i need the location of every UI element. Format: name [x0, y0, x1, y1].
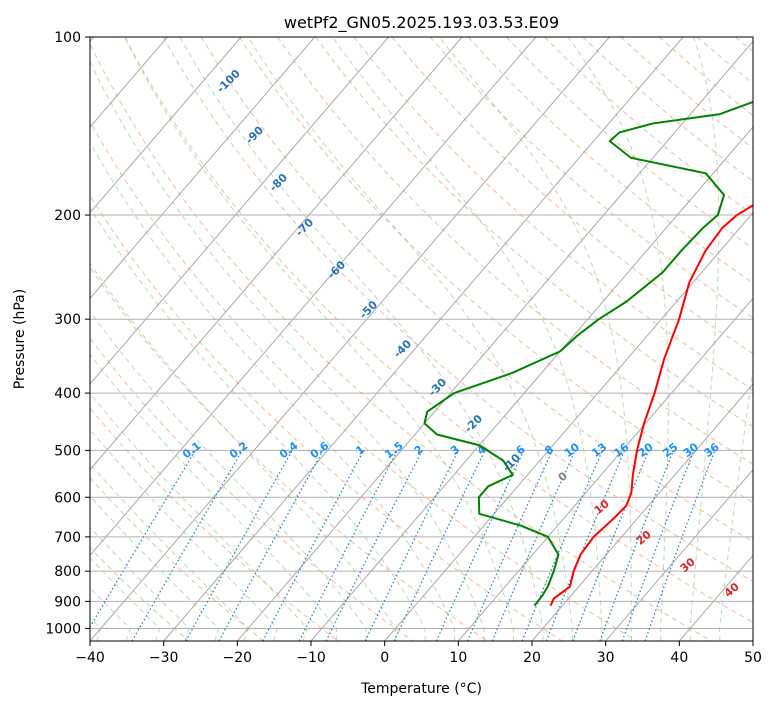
x-tick-label: 0 [380, 650, 389, 666]
sounding-traces [425, 37, 775, 606]
isotherm [311, 37, 775, 641]
y-tick-label: 1000 [45, 621, 81, 637]
moist-adiabat [0, 37, 366, 641]
dry-adiabat [659, 37, 775, 641]
y-tick-label: 100 [54, 30, 81, 46]
mixing-ratio-line [132, 450, 242, 641]
moist-adiabat [690, 37, 719, 641]
mixing-ratio-line [573, 450, 649, 641]
dry-adiabat [735, 37, 775, 641]
dry-adiabat [87, 37, 712, 641]
isotherm [0, 37, 462, 641]
dry-adiabat-label: -50 [357, 298, 380, 321]
isotherm [0, 37, 388, 641]
mixing-ratio-line [436, 450, 523, 641]
mixing-ratio-label: 25 [660, 440, 680, 460]
x-axis-label: Temperature (°C) [360, 681, 482, 697]
x-tick-label: −20 [223, 650, 253, 666]
isotherm [385, 37, 775, 641]
x-tick-label: −10 [296, 650, 326, 666]
dry-adiabat [0, 37, 264, 641]
dewpoint-line [425, 37, 775, 606]
moist-adiabat [0, 37, 248, 641]
plot-frame [90, 37, 753, 641]
moist-adiabat [0, 37, 307, 641]
background-lines [0, 37, 775, 641]
mixing-ratio-line [365, 450, 458, 641]
y-tick-label: 300 [54, 312, 81, 328]
y-tick-label: 200 [54, 208, 81, 224]
x-tick-label: 40 [670, 650, 688, 666]
mixing-ratio-line [546, 450, 624, 641]
isotherm [753, 37, 775, 641]
x-axis: −40 −30 −20 −10 0 10 20 30 40 50 [75, 641, 762, 666]
dry-adiabat [697, 37, 775, 641]
isotherm [532, 37, 775, 641]
y-axis: 100 200 300 400 500 600 700 800 900 1000 [45, 30, 90, 637]
dry-adiabat [239, 37, 775, 641]
x-tick-label: 30 [597, 650, 615, 666]
y-tick-label: 400 [54, 386, 81, 402]
dry-adiabat [0, 37, 488, 641]
mixing-ratio-label: 13 [589, 440, 609, 460]
isotherm [458, 37, 775, 641]
moist-adiabat [0, 37, 396, 641]
moist-adiabat [439, 37, 631, 641]
x-tick-label: 20 [523, 650, 541, 666]
dry-adiabat-label: -40 [391, 337, 414, 360]
isotherm [0, 37, 315, 641]
moist-adiabat-label: 0 [556, 469, 570, 484]
x-tick-label: 10 [449, 650, 467, 666]
y-tick-label: 900 [54, 594, 81, 610]
isotherm [164, 37, 683, 641]
isotherm [0, 37, 241, 641]
moist-adiabat [7, 37, 425, 641]
moist-adiabat-label: 10 [592, 497, 612, 517]
dry-adiabat [0, 37, 413, 641]
dry-adiabat [354, 37, 775, 641]
dry-adiabat [545, 37, 775, 641]
mixing-ratio-label: 10 [562, 440, 582, 460]
moist-adiabat-label: 20 [634, 528, 654, 548]
isotherm [237, 37, 756, 641]
y-axis-label: Pressure (hPa) [12, 289, 28, 389]
mixing-ratio-line [600, 450, 674, 641]
dry-adiabat-label: -30 [426, 376, 449, 399]
mixing-ratio-label: 1.5 [382, 439, 405, 461]
moist-adiabat-label: 30 [678, 555, 698, 575]
dry-adiabat [0, 37, 338, 641]
x-tick-label: −30 [149, 650, 179, 666]
mixing-ratio-label: 0.4 [277, 439, 301, 461]
isotherm [16, 37, 535, 641]
mixing-ratio-label: 30 [681, 440, 701, 460]
mixing-ratio-line [186, 450, 292, 641]
dry-adiabat-label: -100 [214, 67, 243, 96]
dry-adiabat [49, 37, 637, 641]
dry-adiabat-label: -90 [243, 123, 266, 146]
y-tick-label: 500 [54, 443, 81, 459]
dry-adiabat-label: -70 [293, 216, 316, 239]
y-tick-label: 700 [54, 530, 81, 546]
x-tick-label: 50 [744, 650, 762, 666]
mixing-ratio-line [299, 450, 397, 641]
mixing-ratio-label: 0.6 [308, 439, 332, 461]
y-tick-label: 600 [54, 490, 81, 506]
moist-adiabat [720, 37, 775, 641]
chart-title: wetPf2_GN05.2025.193.03.53.E09 [284, 13, 559, 33]
isotherm [90, 37, 609, 641]
moist-adiabat [0, 37, 278, 641]
moist-adiabat [40, 37, 455, 641]
y-tick-label: 800 [54, 564, 81, 580]
dry-adiabat [430, 37, 775, 641]
mixing-ratio-line [326, 450, 422, 641]
x-tick-label: −40 [75, 650, 105, 666]
moist-adiabat [125, 37, 514, 641]
